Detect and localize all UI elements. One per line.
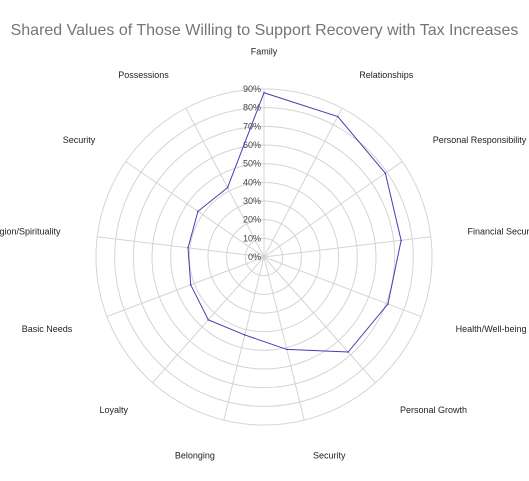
category-label: Security (313, 450, 346, 460)
category-label: Relationships (359, 70, 414, 80)
category-label: Personal Responsibility (433, 135, 527, 145)
data-point (347, 351, 349, 353)
data-point (387, 303, 389, 305)
spoke-line (263, 161, 403, 258)
tick-label: 0% (248, 252, 261, 262)
data-point (207, 319, 210, 321)
tick-label: 50% (243, 159, 261, 169)
data-point (400, 239, 402, 242)
category-label: Religion/Spirituality (0, 227, 61, 237)
data-point (336, 115, 339, 118)
spoke-line (185, 108, 265, 258)
data-point (285, 348, 288, 351)
tick-label: 80% (243, 103, 261, 113)
data-point (187, 246, 189, 249)
data-point (384, 172, 387, 175)
spoke-line (263, 236, 431, 258)
data-point (243, 334, 246, 336)
tick-label: 70% (243, 121, 261, 131)
spoke-line (263, 256, 305, 421)
tick-label: 40% (243, 177, 261, 187)
category-label: Family (251, 46, 278, 56)
chart-title: Shared Values of Those Willing to Suppor… (10, 22, 519, 39)
category-label: Security (63, 135, 96, 145)
tick-label: 90% (243, 84, 261, 94)
data-point (197, 210, 199, 213)
category-label: Financial Security (468, 227, 529, 237)
series-line (187, 92, 402, 353)
data-point (189, 284, 192, 286)
spoke-line (263, 108, 343, 258)
category-label: Basic Needs (22, 324, 73, 334)
tick-label: 60% (243, 140, 261, 150)
tick-label: 30% (243, 196, 261, 206)
category-label: Personal Growth (400, 405, 467, 415)
spoke-line (106, 256, 265, 318)
tick-label: 10% (243, 233, 261, 243)
category-label: Health/Well-being (456, 324, 527, 334)
tick-label: 20% (243, 215, 261, 225)
spoke-line (223, 256, 265, 421)
category-label: Possessions (118, 70, 169, 80)
spoke-line (263, 256, 422, 318)
category-label: Loyalty (100, 405, 129, 415)
data-point (263, 91, 265, 94)
data-point (226, 186, 229, 189)
category-label: Belonging (175, 450, 215, 460)
spoke-line (125, 161, 265, 258)
spoke-line (263, 256, 376, 384)
spoke-line (97, 236, 265, 258)
